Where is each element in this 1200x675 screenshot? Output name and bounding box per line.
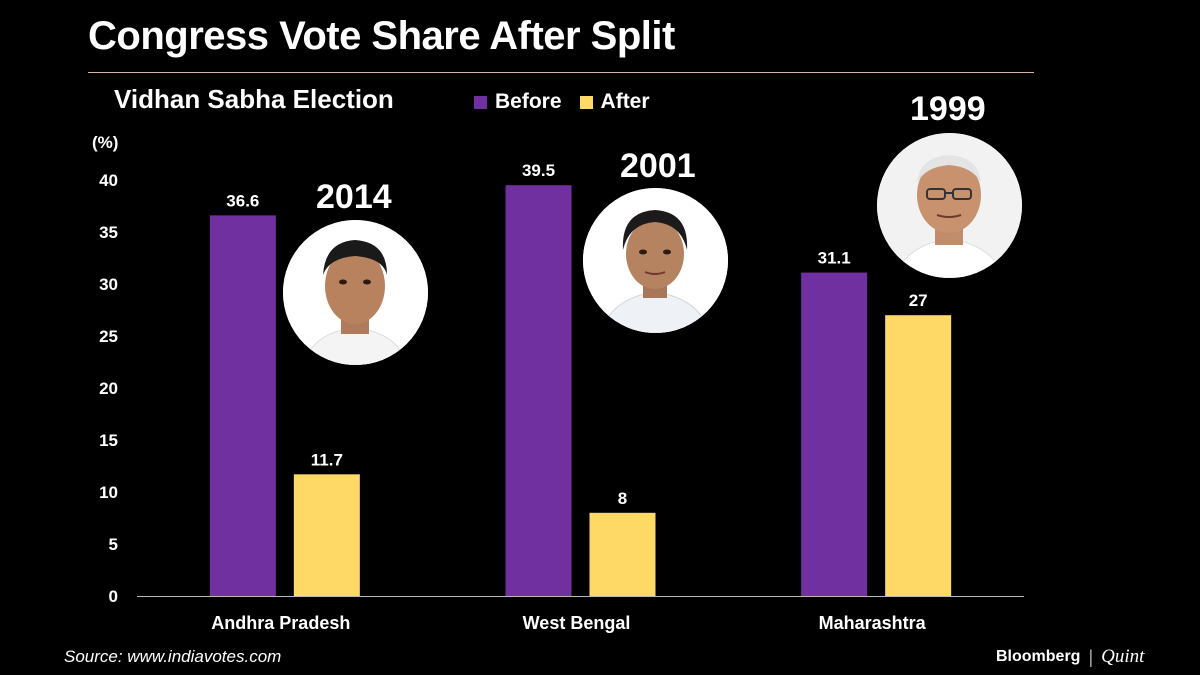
source-note: Source: www.indiavotes.com [64,647,282,666]
legend-item-before: Before [474,90,562,114]
chart-title: Congress Vote Share After Split [88,14,675,58]
data-label: 27 [909,291,928,310]
y-tick-label: 10 [99,483,118,502]
portrait-photo-west-bengal [583,188,728,333]
portrait-photo-andhra-pradesh [283,220,428,365]
y-tick-label: 5 [109,535,118,554]
y-tick-label: 20 [99,379,118,398]
brand-separator: | [1088,646,1094,667]
legend-label-after: After [600,90,650,113]
y-tick-label: 25 [99,327,118,346]
legend: Before After [474,90,668,114]
bar-before-andhra-pradesh [209,215,276,597]
x-tick-label: Maharashtra [819,613,927,633]
year-label-andhra-pradesh: 2014 [316,178,392,216]
legend-swatch-before [474,95,487,109]
data-label: 11.7 [311,450,343,469]
bar-before-west-bengal [505,185,572,596]
portrait-photo-maharashtra [877,133,1022,278]
brand-primary: Bloomberg [996,648,1081,665]
x-tick-label: Andhra Pradesh [211,613,350,633]
legend-label-before: Before [495,90,562,113]
chart-subtitle: Vidhan Sabha Election [114,84,394,114]
year-label-west-bengal: 2001 [620,147,696,185]
y-axis-unit: (%) [92,133,119,152]
x-tick-label: West Bengal [523,613,631,633]
data-label: 8 [618,489,627,508]
brand-logo: Bloomberg | Quint [996,646,1144,668]
title-divider [88,72,1034,73]
y-tick-label: 40 [99,171,118,190]
bar-after-west-bengal [589,512,656,596]
legend-item-after: After [579,90,650,114]
year-label-maharashtra: 1999 [910,90,986,128]
y-tick-label: 0 [109,587,118,606]
y-tick-label: 30 [99,275,118,294]
bar-before-maharashtra [801,272,868,596]
y-tick-label: 15 [99,431,118,450]
data-label: 36.6 [226,191,259,210]
bar-after-andhra-pradesh [293,474,360,596]
data-label: 39.5 [522,161,555,180]
bar-after-maharashtra [885,315,952,596]
legend-swatch-after [579,95,593,109]
data-label: 31.1 [818,249,851,268]
brand-secondary: Quint [1101,646,1145,667]
y-tick-label: 35 [99,223,118,242]
